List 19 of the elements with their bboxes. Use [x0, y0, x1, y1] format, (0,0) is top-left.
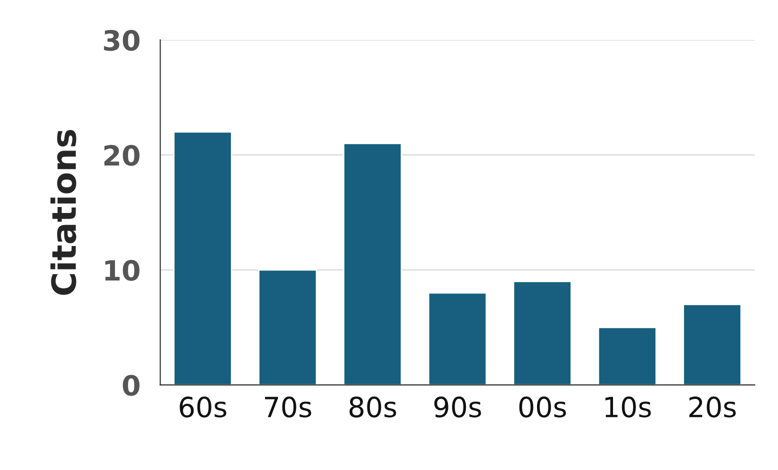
x-tick-label: 20s — [689, 396, 736, 418]
y-tick-label: 30 — [104, 30, 140, 51]
bar — [342, 142, 402, 385]
bar — [173, 131, 232, 385]
bar — [682, 304, 742, 385]
x-tick-label: 10s — [605, 396, 651, 418]
x-tick-label: 60s — [180, 396, 226, 418]
x-tick-label: 80s — [350, 396, 396, 418]
y-tick-label: 10 — [105, 260, 140, 281]
bar — [428, 292, 488, 385]
x-tick-label: 70s — [265, 396, 312, 418]
y-tick-label: 0 — [122, 374, 140, 396]
x-tick-label: 90s — [434, 396, 482, 418]
bar — [598, 326, 657, 385]
bar — [512, 280, 572, 385]
y-axis-title: Citations — [50, 130, 76, 295]
bar — [258, 269, 318, 385]
x-tick-label: 00s — [519, 396, 566, 418]
y-tick-label: 20 — [104, 144, 140, 166]
